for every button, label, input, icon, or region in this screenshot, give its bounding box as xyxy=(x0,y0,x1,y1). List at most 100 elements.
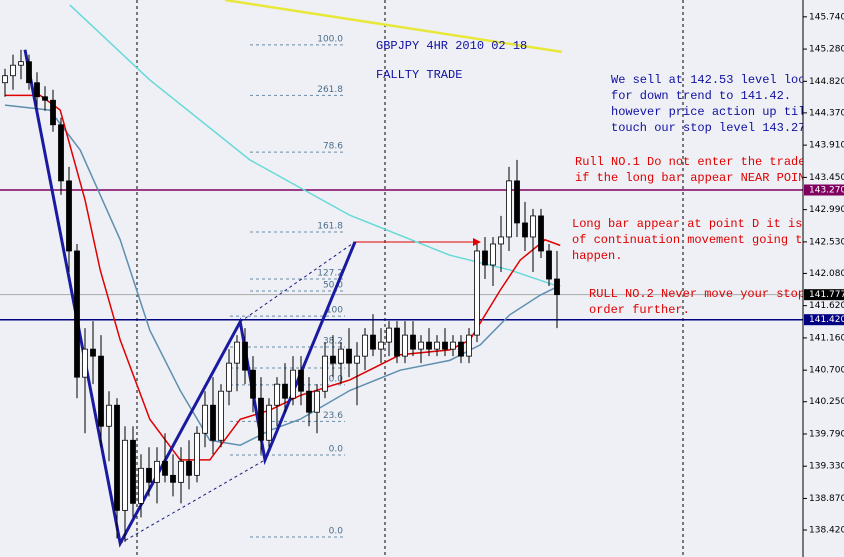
candle-body xyxy=(42,96,48,101)
candle-body xyxy=(98,355,104,427)
candle-body xyxy=(34,82,40,98)
candle-body xyxy=(330,355,336,364)
ma-line xyxy=(69,4,556,287)
annotation: order further. xyxy=(589,303,690,317)
fib-label: 100.0 xyxy=(317,34,343,44)
ma-line xyxy=(5,94,561,461)
candle-body xyxy=(530,215,536,238)
candle-body xyxy=(226,362,232,392)
candle-body xyxy=(250,369,256,399)
y-tick-label: 138.870 xyxy=(809,494,844,504)
candle-body xyxy=(258,397,264,441)
candle-body xyxy=(18,61,24,66)
fib-label: 127.2 xyxy=(317,269,343,279)
pattern-dashed xyxy=(119,459,266,544)
candle-body xyxy=(410,334,416,350)
chart-title: GBPJPY 4HR 2010 02 18 xyxy=(376,39,527,53)
annotation: however price action up till xyxy=(611,105,813,119)
candle-body xyxy=(186,460,192,476)
annotation: for down trend to 141.42. xyxy=(611,89,791,103)
candle-body xyxy=(322,355,328,392)
annotation: RULL NO.2 Never move your stop xyxy=(589,287,805,301)
candle-body xyxy=(546,250,552,280)
y-tick-label: 142.530 xyxy=(809,237,844,247)
y-tick-label: 142.990 xyxy=(809,205,844,215)
candle-body xyxy=(146,467,152,483)
y-tick-label: 142.080 xyxy=(809,269,844,279)
candle-body xyxy=(514,180,520,224)
candle-body xyxy=(122,439,128,511)
candle-body xyxy=(506,180,512,238)
candle-body xyxy=(394,327,400,357)
candle-body xyxy=(154,460,160,483)
candle-body xyxy=(274,383,280,406)
candle-body xyxy=(66,180,72,252)
fib-label: 78.6 xyxy=(323,142,343,152)
candle-body xyxy=(202,404,208,434)
ma-line xyxy=(224,0,562,54)
fib-label: 50.0 xyxy=(323,374,343,384)
price-label-box xyxy=(804,289,844,301)
candle-body xyxy=(26,61,32,84)
candle-body xyxy=(426,341,432,350)
y-tick-label: 139.790 xyxy=(809,429,844,439)
y-tick-label: 143.910 xyxy=(809,141,844,151)
price-label: 141.420 xyxy=(809,315,844,325)
y-tick-label: 139.330 xyxy=(809,462,844,472)
price-label: 143.270 xyxy=(809,185,844,195)
candle-body xyxy=(138,467,144,504)
y-tick-label: 140.700 xyxy=(809,366,844,376)
candle-body xyxy=(114,404,120,511)
y-tick-label: 144.370 xyxy=(809,108,844,118)
annotation: of continuation movement going to xyxy=(572,233,810,247)
candle-body xyxy=(554,278,560,296)
fib-label: 50.0 xyxy=(323,280,343,290)
price-label-box xyxy=(804,314,844,326)
pattern-dashed xyxy=(239,241,356,323)
candle-body xyxy=(210,404,216,441)
fib-label: 0.0 xyxy=(329,444,344,454)
annotation: We sell at 142.53 level looking xyxy=(611,73,834,87)
candle-body xyxy=(106,404,112,427)
candle-body xyxy=(434,341,440,350)
annotation: Long bar appear at point D it is sign xyxy=(572,217,838,231)
candle-body xyxy=(90,348,96,357)
candle-body xyxy=(162,460,168,476)
candle-body xyxy=(194,432,200,476)
fib-label: 261.8 xyxy=(317,85,343,95)
candle-body xyxy=(82,348,88,378)
chart-subtitle: FALLTY TRADE xyxy=(376,68,462,82)
price-label-box xyxy=(804,184,844,196)
candle-body xyxy=(298,369,304,392)
fib-label: 0.0 xyxy=(329,527,344,537)
candle-body xyxy=(282,383,288,399)
candle-body xyxy=(266,404,272,441)
y-tick-label: 141.160 xyxy=(809,333,844,343)
candle-body xyxy=(218,390,224,441)
candle-body xyxy=(170,474,176,483)
candle-body xyxy=(242,341,248,371)
candle-body xyxy=(482,250,488,266)
candle-body xyxy=(234,341,240,364)
candle-body xyxy=(2,75,8,84)
candle-body xyxy=(378,341,384,350)
candle-body xyxy=(458,341,464,357)
price-label: 141.777 xyxy=(809,290,844,300)
y-tick-label: 141.620 xyxy=(809,301,844,311)
candle-body xyxy=(362,334,368,357)
candle-body xyxy=(74,250,80,378)
candle-body xyxy=(10,64,16,77)
candle-body xyxy=(450,341,456,350)
candle-body xyxy=(474,250,480,336)
candle-body xyxy=(346,348,352,364)
candle-body xyxy=(58,124,64,182)
candle-body xyxy=(522,222,528,238)
annotation: happen. xyxy=(572,249,622,263)
candle-body xyxy=(338,348,344,364)
fib-label: 23.6 xyxy=(323,411,343,421)
candle-body xyxy=(314,390,320,413)
fib-label: 100 xyxy=(326,306,343,316)
candle-body xyxy=(370,334,376,350)
